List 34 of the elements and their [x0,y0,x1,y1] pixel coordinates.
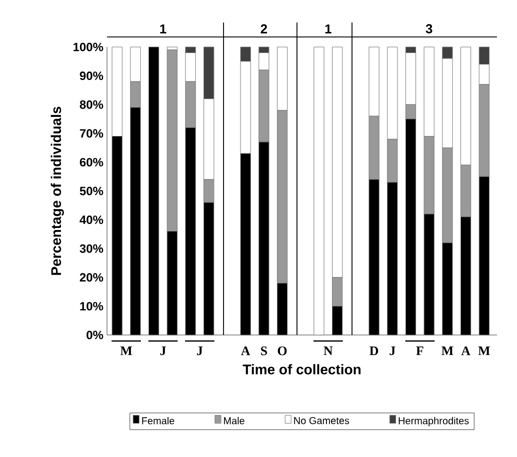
y-tick-label: 20% [80,273,104,282]
x-tick-label: J [197,346,203,356]
y-tick-label: 10% [80,302,104,310]
x-tick-label: M [442,346,454,356]
y-tick-label: 0% [86,330,104,340]
text: 1 [160,24,166,34]
y-tick-label: 70% [80,129,104,138]
x-tick-label: D [370,346,378,356]
x-tick-label: A [240,346,250,356]
x-tick-label: A [461,346,470,356]
legend-label: No Gametes [294,417,350,424]
x-tick-label: J [160,346,166,356]
legend-label: Female [142,416,174,424]
y-tick-label: 90% [80,72,104,80]
text: 2 [260,24,268,34]
x-tick-label: F [416,346,424,356]
x-axis-title: Time of collection [242,364,361,374]
y-tick-label: 100% [74,42,104,52]
x-tick-label: O [278,346,287,356]
text: 3 [426,24,432,34]
legend-label: Male [224,416,244,424]
y-axis-title: Percentage of individuals [50,106,64,275]
y-tick-label: 40% [80,216,104,224]
x-tick-label: N [324,346,333,356]
y-tick-label: 30% [80,244,104,253]
y-tick-label: 80% [80,100,104,109]
x-tick-label: M [478,346,490,356]
y-tick-label: 50% [80,186,104,196]
y-tick-label: 60% [80,158,104,166]
x-tick-label: S [260,346,267,356]
x-tick-label: M [120,346,132,356]
text: 1 [325,24,332,34]
legend-label: Hermaphrodites [398,416,469,426]
x-tick-label: J [390,346,396,356]
